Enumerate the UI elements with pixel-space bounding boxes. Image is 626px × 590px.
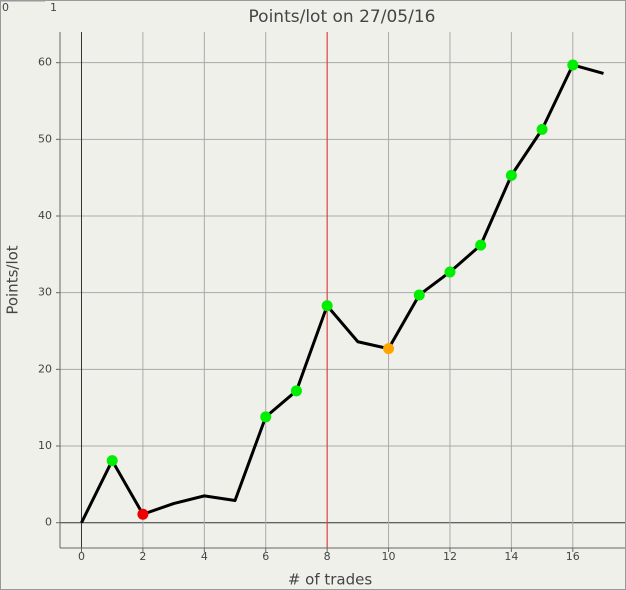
- x-tick-label: 0: [78, 550, 85, 563]
- x-tick-label: 14: [504, 550, 518, 563]
- y-axis-label: Points/lot: [4, 245, 22, 314]
- point: [444, 266, 455, 277]
- x-tick-label: 12: [443, 550, 457, 563]
- y-tick-label: 10: [38, 439, 52, 452]
- y-tick-label: 20: [38, 362, 52, 375]
- x-tick-label: 16: [566, 550, 580, 563]
- point: [383, 343, 394, 354]
- chart-title: Points/lot on 27/05/16: [249, 7, 436, 27]
- y-tick-label: 40: [38, 209, 52, 222]
- x-axis-label: # of trades: [288, 571, 373, 589]
- point: [137, 509, 148, 520]
- point: [260, 411, 271, 422]
- point: [107, 455, 118, 466]
- point: [414, 289, 425, 300]
- point: [506, 170, 517, 181]
- y-tick-label: 0: [45, 516, 52, 529]
- point: [475, 240, 486, 251]
- point: [291, 385, 302, 396]
- page: 0 1 Points/lot on 27/05/16 # of trades P…: [0, 0, 626, 590]
- frame: [1, 1, 626, 590]
- x-tick-label: 2: [139, 550, 146, 563]
- point: [322, 300, 333, 311]
- point: [567, 59, 578, 70]
- y-tick-label: 50: [38, 132, 52, 145]
- x-tick-label: 4: [201, 550, 208, 563]
- chart: 0 1 Points/lot on 27/05/16 # of trades P…: [0, 0, 626, 590]
- y-tick-label: 60: [38, 56, 52, 69]
- ruler-label: 1: [50, 1, 57, 14]
- ruler-label: 0: [2, 1, 9, 14]
- y-tick-label: 30: [38, 286, 52, 299]
- x-tick-label: 10: [382, 550, 396, 563]
- point: [537, 124, 548, 135]
- x-tick-label: 8: [324, 550, 331, 563]
- x-tick-label: 6: [262, 550, 269, 563]
